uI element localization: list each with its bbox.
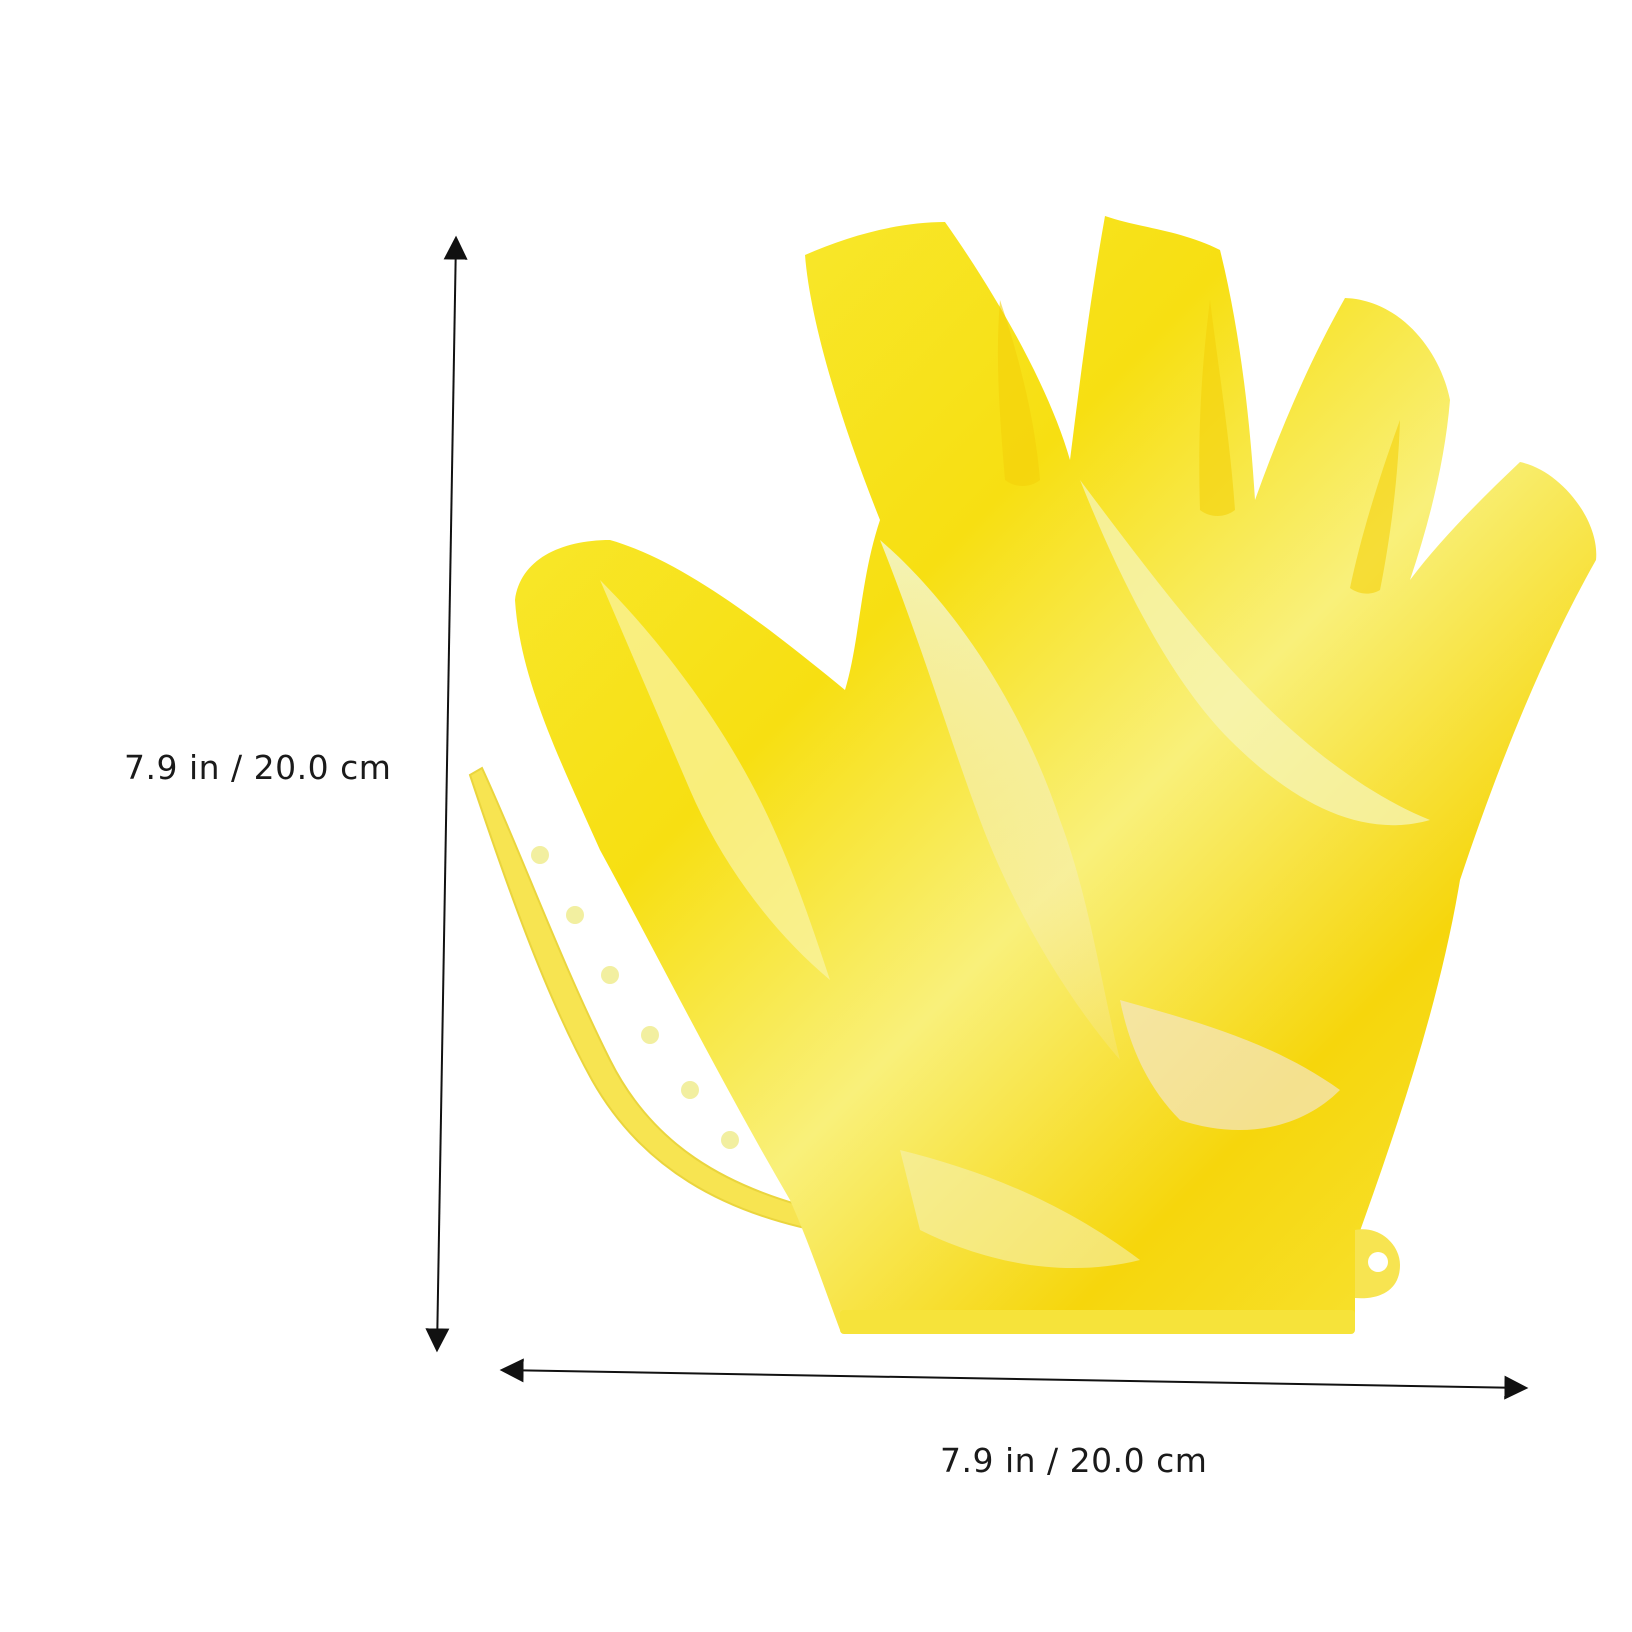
width-dimension-arrow [499,1358,1529,1400]
height-dimension-label: 7.9 in / 20.0 cm [124,748,392,787]
width-dimension-label: 7.9 in / 20.0 cm [940,1441,1208,1480]
height-dimension-arrow [425,235,468,1353]
webbed-swim-glove-icon [468,216,1597,1334]
